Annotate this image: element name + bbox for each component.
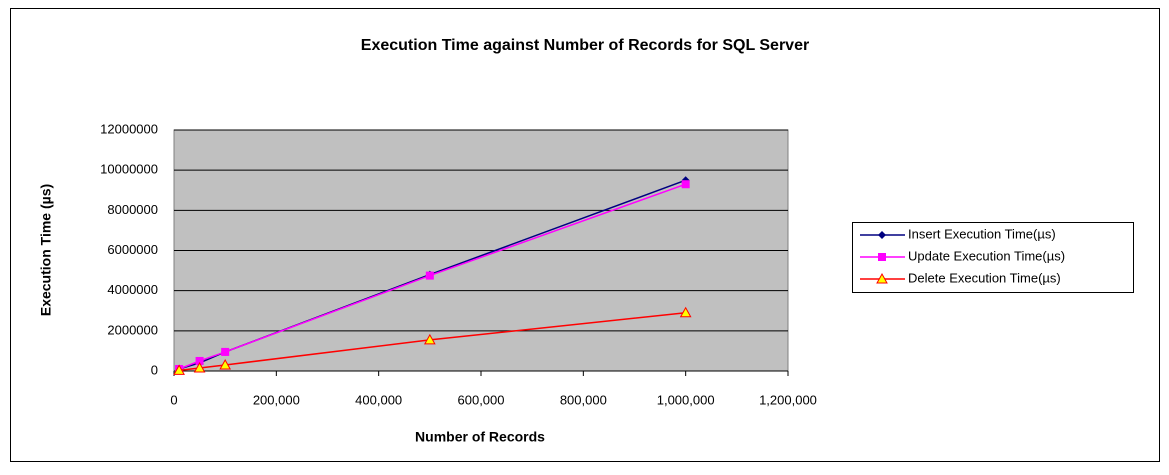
x-tick-label: 800,000: [560, 392, 607, 407]
marker: [193, 361, 206, 373]
legend-marker: [878, 231, 886, 239]
marker: [195, 356, 204, 365]
marker: [425, 271, 434, 280]
y-tick-label: 4000000: [107, 282, 158, 297]
x-tick-label: 200,000: [253, 392, 300, 407]
legend-label: Insert Execution Time(µs): [908, 226, 1056, 241]
legend-label: Update Execution Time(µs): [908, 248, 1065, 263]
marker: [173, 364, 185, 375]
y-tick-label: 2000000: [107, 322, 158, 337]
y-tick-label: 10000000: [100, 162, 158, 177]
x-tick-label: 600,000: [458, 392, 505, 407]
y-tick-label: 0: [151, 362, 158, 377]
legend-marker: [878, 253, 886, 261]
x-tick-label: 400,000: [355, 392, 402, 407]
y-tick-label: 12000000: [100, 121, 158, 136]
marker: [423, 333, 436, 345]
y-tick-label: 8000000: [107, 202, 158, 217]
x-tick-label: 1,200,000: [759, 392, 817, 407]
marker: [679, 306, 692, 318]
legend-marker: [876, 272, 888, 284]
marker: [219, 358, 232, 370]
legend-label: Delete Execution Time(µs): [908, 270, 1061, 285]
x-axis-label: Number of Records: [415, 429, 545, 445]
x-tick-label: 0: [170, 392, 177, 407]
y-axis-label: Execution Time (µs): [38, 184, 54, 316]
x-tick-label: 1,000,000: [657, 392, 715, 407]
chart-title: Execution Time against Number of Records…: [361, 37, 809, 54]
marker: [681, 180, 690, 189]
y-tick-label: 6000000: [107, 242, 158, 257]
marker: [221, 347, 230, 356]
